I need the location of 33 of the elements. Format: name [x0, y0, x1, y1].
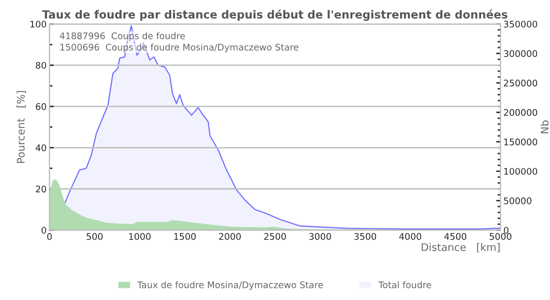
x-tick-label: 0	[47, 233, 52, 240]
annotation: 41887996 Coups de foudre	[60, 32, 185, 41]
y-tick-label: 80	[36, 62, 46, 69]
y-tick-label: 20	[36, 186, 46, 192]
y-axis-title: Pourcent [%]	[16, 91, 26, 163]
y2-axis-title: Nb	[540, 120, 549, 134]
x-tick-label: 4000	[399, 233, 422, 240]
legend-label: Taux de foudre Mosina/Dymaczewo Stare	[137, 281, 323, 290]
y2-tick-label: 100000	[504, 168, 538, 175]
y2-tick-label: 0	[504, 226, 508, 234]
x-tick-label: 1000	[129, 233, 151, 240]
annotation: 1500696 Coups de foudre Mosina/Dymaczewo Stare	[60, 44, 298, 52]
y2-tick-label: 150000	[504, 138, 538, 146]
y2-tick-label: 300000	[504, 50, 538, 57]
x-tick-label: 1500	[174, 233, 196, 240]
x-tick-label: 500	[86, 233, 103, 240]
x-axis-title: Distance [km]	[422, 243, 500, 252]
x-tick-label: 2500	[264, 233, 286, 240]
y-tick-label: 0	[42, 226, 46, 234]
x-tick-label: 3000	[309, 233, 331, 240]
x-tick-label: 4500	[444, 233, 466, 240]
x-tick-label: 5000	[490, 233, 512, 240]
y2-tick-label: 350000	[504, 20, 538, 28]
y-tick-label: 40	[36, 144, 46, 152]
x-tick-label: 2000	[219, 233, 241, 240]
legend-label: Total foudre	[378, 281, 432, 288]
y-tick-label: 60	[36, 103, 46, 110]
chart-title: Taux de foudre par distance depuis début de l'enregistrement de données	[42, 10, 508, 21]
y2-tick-label: 200000	[504, 109, 538, 116]
y-tick-label: 100	[30, 20, 46, 28]
y2-tick-label: 250000	[504, 80, 538, 86]
y2-tick-label: 50000	[504, 197, 532, 204]
x-tick-label: 3500	[354, 233, 376, 240]
